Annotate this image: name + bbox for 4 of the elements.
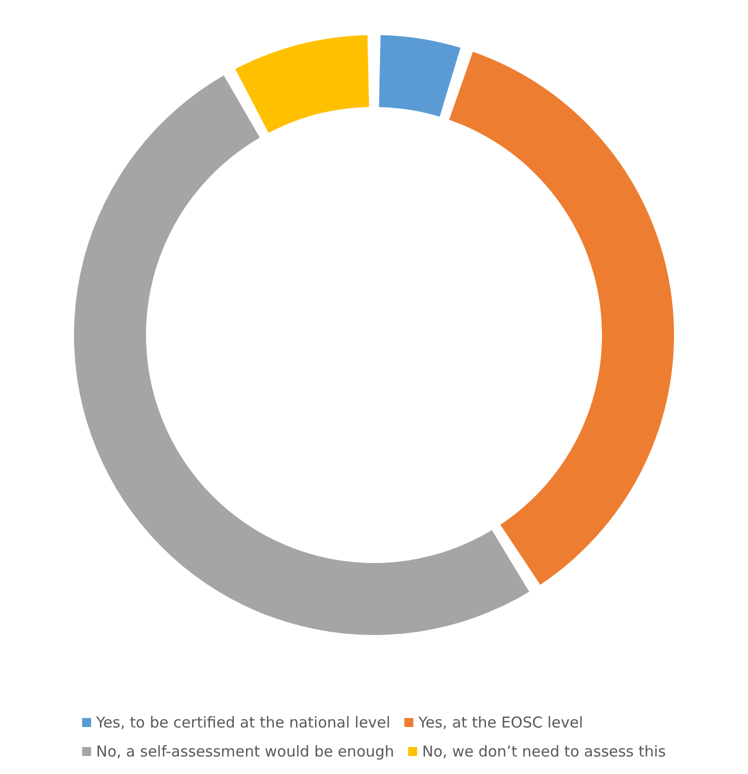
legend-label: No, we don’t need to assess this: [422, 742, 666, 760]
legend-label: No, a self-assessment would be enough: [96, 742, 394, 760]
legend-label: Yes, at the EOSC level: [417, 714, 584, 732]
legend-label: Yes, to be certified at the national level: [95, 714, 390, 732]
